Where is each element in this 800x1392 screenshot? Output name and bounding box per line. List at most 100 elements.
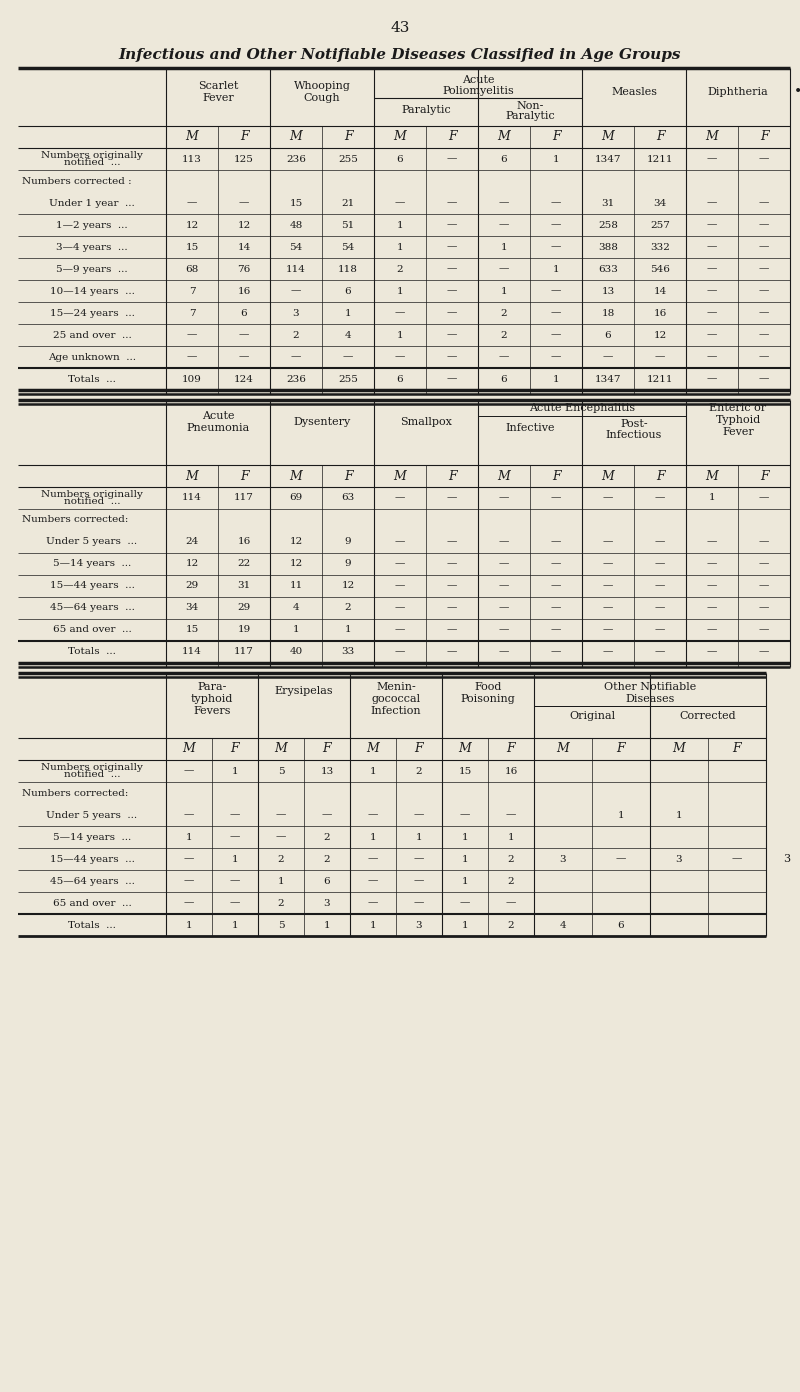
Text: 1: 1	[618, 810, 624, 820]
Text: Typhoid: Typhoid	[715, 415, 761, 425]
Text: 2: 2	[397, 264, 403, 273]
Text: Enteric or: Enteric or	[710, 404, 766, 413]
Text: M: M	[498, 469, 510, 483]
Text: Acute Encephalitis: Acute Encephalitis	[529, 404, 635, 413]
Text: 29: 29	[238, 604, 250, 612]
Text: 5—14 years  ...: 5—14 years ...	[53, 832, 131, 842]
Text: 117: 117	[234, 494, 254, 503]
Text: —: —	[368, 898, 378, 908]
Text: F: F	[760, 131, 768, 143]
Text: —: —	[551, 560, 561, 568]
Text: 51: 51	[342, 220, 354, 230]
Text: —: —	[551, 242, 561, 252]
Text: F: F	[552, 131, 560, 143]
Text: typhoid: typhoid	[191, 695, 233, 704]
Text: 14: 14	[238, 242, 250, 252]
Text: 31: 31	[238, 582, 250, 590]
Text: —: —	[655, 582, 665, 590]
Text: Corrected: Corrected	[680, 711, 736, 721]
Text: —: —	[551, 647, 561, 657]
Text: 124: 124	[234, 374, 254, 384]
Text: M: M	[182, 742, 195, 756]
Text: —: —	[499, 494, 509, 503]
Text: —: —	[655, 604, 665, 612]
Text: 236: 236	[286, 374, 306, 384]
Text: 2: 2	[501, 309, 507, 317]
Text: —: —	[447, 625, 457, 635]
Text: Pneumonia: Pneumonia	[186, 423, 250, 433]
Text: —: —	[414, 898, 424, 908]
Text: 43: 43	[390, 21, 410, 35]
Text: 12: 12	[290, 537, 302, 547]
Text: 4: 4	[293, 604, 299, 612]
Text: —: —	[395, 560, 405, 568]
Text: 3: 3	[324, 898, 330, 908]
Text: —: —	[759, 537, 769, 547]
Text: —: —	[759, 560, 769, 568]
Text: Age unknown  ...: Age unknown ...	[48, 352, 136, 362]
Text: —: —	[368, 855, 378, 863]
Text: Paralytic: Paralytic	[505, 111, 555, 121]
Text: Numbers originally: Numbers originally	[41, 150, 143, 160]
Text: —: —	[230, 832, 240, 842]
Text: F: F	[617, 742, 626, 756]
Text: Other Notifiable: Other Notifiable	[604, 682, 696, 692]
Text: 16: 16	[504, 767, 518, 775]
Text: Totals  ...: Totals ...	[68, 647, 116, 657]
Text: Scarlet: Scarlet	[198, 81, 238, 90]
Text: —: —	[655, 537, 665, 547]
Text: Infectious: Infectious	[606, 430, 662, 440]
Text: 1: 1	[416, 832, 422, 842]
Text: 6: 6	[501, 374, 507, 384]
Text: 1: 1	[397, 287, 403, 295]
Text: —: —	[187, 330, 197, 340]
Text: 2: 2	[508, 855, 514, 863]
Text: —: —	[551, 537, 561, 547]
Text: Under 5 years  ...: Under 5 years ...	[46, 537, 138, 547]
Text: —: —	[603, 625, 613, 635]
Text: 16: 16	[654, 309, 666, 317]
Text: 1211: 1211	[646, 374, 674, 384]
Text: 5—14 years  ...: 5—14 years ...	[53, 560, 131, 568]
Text: 1: 1	[324, 920, 330, 930]
Text: —: —	[447, 199, 457, 207]
Text: 29: 29	[186, 582, 198, 590]
Text: 1: 1	[462, 877, 468, 885]
Text: 12: 12	[654, 330, 666, 340]
Text: 31: 31	[602, 199, 614, 207]
Text: 2: 2	[508, 877, 514, 885]
Text: 5—9 years  ...: 5—9 years ...	[56, 264, 128, 273]
Text: 13: 13	[602, 287, 614, 295]
Text: —: —	[499, 604, 509, 612]
Text: 16: 16	[238, 537, 250, 547]
Text: 109: 109	[182, 374, 202, 384]
Text: 1: 1	[553, 264, 559, 273]
Text: —: —	[460, 898, 470, 908]
Text: —: —	[655, 352, 665, 362]
Text: 69: 69	[290, 494, 302, 503]
Text: 2: 2	[501, 330, 507, 340]
Text: —: —	[707, 242, 717, 252]
Text: Infection: Infection	[370, 706, 422, 715]
Text: —: —	[603, 604, 613, 612]
Text: 3: 3	[560, 855, 566, 863]
Text: —: —	[759, 309, 769, 317]
Text: M: M	[274, 742, 287, 756]
Text: gococcal: gococcal	[371, 695, 421, 704]
Text: 332: 332	[650, 242, 670, 252]
Text: Numbers originally: Numbers originally	[41, 763, 143, 771]
Text: 388: 388	[598, 242, 618, 252]
Text: —: —	[447, 647, 457, 657]
Text: Fevers: Fevers	[194, 706, 230, 715]
Text: 125: 125	[234, 155, 254, 163]
Text: 6: 6	[241, 309, 247, 317]
Text: 258: 258	[598, 220, 618, 230]
Text: Fever: Fever	[722, 427, 754, 437]
Text: 12: 12	[342, 582, 354, 590]
Text: Totals  ...: Totals ...	[68, 920, 116, 930]
Text: 6: 6	[345, 287, 351, 295]
Text: —: —	[603, 647, 613, 657]
Text: 12: 12	[290, 560, 302, 568]
Text: 255: 255	[338, 374, 358, 384]
Text: Para-: Para-	[198, 682, 226, 692]
